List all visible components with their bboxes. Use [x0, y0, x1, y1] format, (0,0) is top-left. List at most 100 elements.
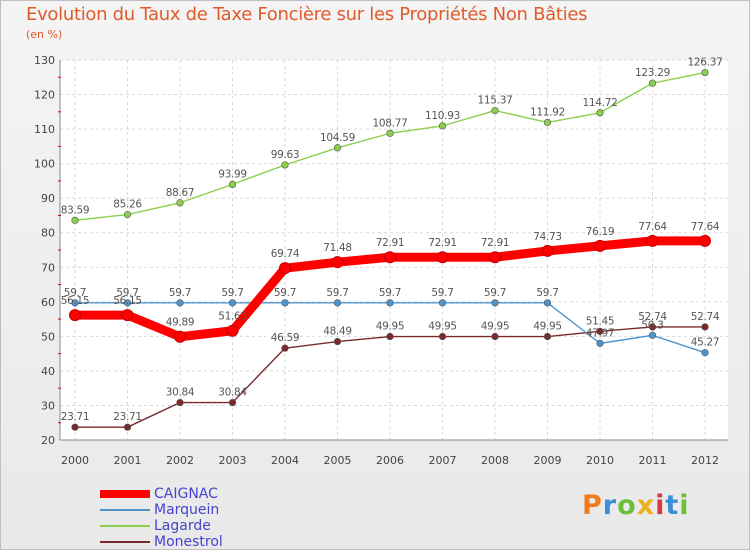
data-point-monestrol [176, 398, 184, 407]
y-tick-label: 20 [41, 434, 55, 447]
legend-swatch-caignac [100, 490, 150, 498]
data-point-marquein [228, 299, 237, 307]
data-label-lagarde: 85.26 [113, 199, 142, 211]
data-point-monestrol [701, 323, 709, 331]
data-label-marquein: 50.3 [641, 319, 663, 331]
data-label-caignac: 49.89 [166, 317, 195, 329]
data-point-caignac [594, 239, 606, 252]
data-point-lagarde [228, 180, 237, 188]
data-label-marquein: 59.7 [484, 287, 506, 299]
data-point-lagarde [491, 106, 499, 115]
data-point-caignac [121, 309, 134, 322]
data-label-marquein: 59.7 [116, 287, 138, 299]
data-label-marquein: 59.7 [274, 287, 296, 299]
data-point-lagarde [438, 122, 447, 130]
data-point-caignac [174, 330, 186, 343]
y-tick-label: 70 [41, 261, 55, 274]
data-point-lagarde [596, 109, 604, 117]
y-tick-label: 50 [41, 330, 55, 343]
data-point-marquein [386, 299, 394, 307]
chart-title: Evolution du Taux de Taxe Foncière sur l… [26, 4, 588, 25]
data-label-marquein: 47.97 [586, 327, 615, 339]
data-point-caignac [699, 234, 711, 247]
data-label-monestrol: 49.95 [428, 321, 457, 333]
data-point-lagarde [71, 216, 79, 224]
x-tick-label: 2003 [219, 454, 247, 467]
data-label-caignac: 72.91 [481, 237, 510, 249]
logo-letter: P [582, 490, 603, 521]
data-point-caignac [226, 324, 239, 337]
data-label-caignac: 56.15 [61, 295, 90, 307]
logo-letter: i [655, 490, 666, 521]
x-tick-label: 2007 [429, 454, 457, 467]
data-point-monestrol [438, 332, 447, 341]
data-label-monestrol: 49.95 [376, 321, 405, 333]
data-point-monestrol [123, 423, 132, 431]
data-point-caignac [489, 251, 501, 264]
x-tick-label: 2006 [376, 454, 404, 467]
data-label-marquein: 59.7 [64, 287, 86, 299]
data-point-monestrol [543, 332, 552, 341]
data-point-marquein [596, 339, 604, 347]
data-label-marquein: 59.7 [431, 287, 453, 299]
data-point-marquein [701, 349, 709, 357]
x-tick-label: 2001 [114, 454, 142, 467]
data-point-marquein [648, 331, 657, 339]
x-tick-label: 2012 [691, 454, 719, 467]
data-label-caignac: 77.64 [691, 221, 720, 233]
x-tick-label: 2008 [481, 454, 509, 467]
data-label-caignac: 56.15 [113, 295, 142, 307]
y-tick-label: 130 [34, 54, 55, 67]
legend-swatch-marquein [100, 509, 150, 511]
data-point-marquein [281, 299, 289, 307]
data-point-marquein [491, 299, 499, 307]
data-point-caignac [436, 251, 449, 264]
legend: CAIGNAC Marquein Lagarde Monestrol [100, 486, 223, 550]
logo-letter: i [679, 490, 690, 521]
data-label-lagarde: 83.59 [61, 204, 90, 216]
y-tick-label: 60 [41, 296, 55, 309]
x-tick-label: 2005 [324, 454, 352, 467]
data-label-lagarde: 104.59 [320, 132, 355, 144]
proxiti-logo: Proxiti [582, 490, 690, 521]
data-label-monestrol: 46.59 [271, 332, 300, 344]
data-point-lagarde [543, 118, 552, 127]
x-tick-label: 2011 [639, 454, 667, 467]
data-point-marquein [333, 299, 342, 307]
data-label-marquein: 59.7 [326, 287, 348, 299]
data-point-marquein [71, 299, 79, 307]
data-label-marquein: 59.7 [379, 287, 401, 299]
data-point-caignac [541, 244, 554, 257]
data-point-monestrol [228, 398, 237, 407]
data-label-lagarde: 93.99 [218, 168, 247, 180]
logo-letter: o [617, 490, 637, 521]
data-point-lagarde [281, 161, 289, 169]
data-label-monestrol: 30.84 [166, 387, 195, 399]
data-point-monestrol [281, 344, 289, 352]
legend-item-monestrol: Monestrol [100, 534, 223, 550]
legend-label-caignac: CAIGNAC [154, 486, 218, 502]
data-point-caignac [69, 309, 81, 322]
data-label-lagarde: 111.92 [530, 106, 565, 118]
legend-label-lagarde: Lagarde [154, 518, 211, 534]
data-label-monestrol: 23.71 [113, 411, 142, 423]
logo-letter: x [636, 490, 656, 521]
data-label-caignac: 77.64 [638, 221, 667, 233]
data-label-lagarde: 99.63 [271, 149, 300, 161]
data-point-lagarde [701, 68, 709, 77]
y-tick-label: 80 [41, 227, 55, 240]
x-tick-label: 2004 [271, 454, 299, 467]
y-tick-label: 40 [41, 365, 55, 378]
data-point-lagarde [386, 129, 394, 137]
y-unit-label: (en %) [26, 28, 63, 41]
x-tick-label: 2010 [586, 454, 614, 467]
data-point-monestrol [71, 423, 79, 431]
data-label-caignac: 76.19 [586, 226, 615, 238]
y-tick-label: 120 [34, 89, 55, 102]
data-point-marquein [176, 299, 184, 307]
data-label-monestrol: 52.74 [638, 311, 667, 323]
x-tick-label: 2002 [166, 454, 194, 467]
data-point-monestrol [596, 327, 604, 335]
y-tick-label: 100 [34, 158, 55, 171]
